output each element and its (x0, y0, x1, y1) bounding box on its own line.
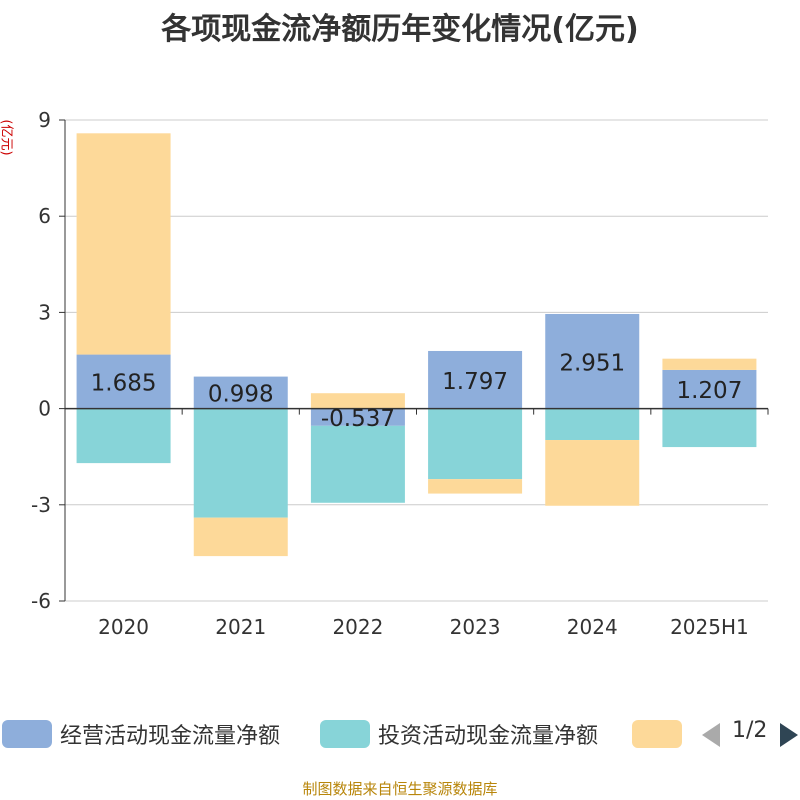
x-tick-label: 2022 (332, 615, 383, 639)
data-label: 1.797 (442, 369, 508, 395)
data-label: -0.537 (321, 406, 395, 432)
y-tick-label: 6 (38, 204, 51, 228)
legend-swatch-financing[interactable] (632, 720, 682, 748)
bar-series1-2021 (193, 408, 288, 518)
bar-series1-2024 (545, 408, 640, 441)
bar-series0-2025H1 (662, 369, 757, 409)
y-tick-label: 9 (38, 108, 51, 132)
bar-series1-2025H1 (662, 408, 757, 448)
x-tick-label: 2024 (567, 615, 618, 639)
data-source-note: 制图数据来自恒生聚源数据库 (302, 780, 498, 798)
data-label: 0.998 (208, 382, 274, 408)
x-tick-label: 2023 (450, 615, 501, 639)
bar-series2-2021 (193, 517, 288, 557)
legend-prev-arrow-icon[interactable] (700, 721, 722, 749)
bar-series2-2025H1 (662, 358, 757, 370)
x-tick-label: 2025H1 (670, 615, 749, 639)
legend-label-operating[interactable]: 经营活动现金流量净额 (60, 724, 281, 749)
x-tick-label: 2020 (98, 615, 149, 639)
legend-swatch-investing[interactable] (320, 720, 370, 748)
bar-series1-2023 (428, 408, 523, 480)
bar-chart: -6 -3 0 3 6 9 2020 2021 2022 2023 2024 2025H1 1.685 0… (31, 108, 769, 639)
bar-series0-2022 (310, 408, 405, 426)
bar-series1-2022 (310, 425, 405, 503)
data-label: 2.951 (559, 350, 625, 376)
legend-pager: 1/2 (732, 718, 768, 743)
chart-title: 各项现金流净额历年变化情况(亿元) (161, 12, 639, 47)
y-tick-label: -6 (31, 589, 51, 613)
bar-series0-2020 (76, 354, 171, 409)
x-tick-label: 2021 (215, 615, 266, 639)
data-label: 1.685 (91, 371, 157, 397)
y-tick-label: 3 (38, 300, 51, 324)
y-tick-label: -3 (31, 493, 51, 517)
bar-series1-2020 (76, 408, 171, 464)
bar-series2-2023 (428, 479, 523, 494)
legend-label-investing[interactable]: 投资活动现金流量净额 (378, 724, 599, 749)
data-label: 1.207 (676, 378, 742, 404)
bar-series2-2022 (310, 393, 405, 409)
bar-series0-2024 (545, 313, 640, 409)
bar-series0-2023 (428, 350, 523, 409)
bar-series2-2020 (76, 133, 171, 355)
y-tick-label: 0 (38, 397, 51, 421)
bar-series2-2024 (545, 440, 640, 506)
legend-swatch-operating[interactable] (2, 720, 52, 748)
bar-series0-2021 (193, 376, 288, 409)
legend-next-arrow-icon[interactable] (778, 721, 800, 749)
